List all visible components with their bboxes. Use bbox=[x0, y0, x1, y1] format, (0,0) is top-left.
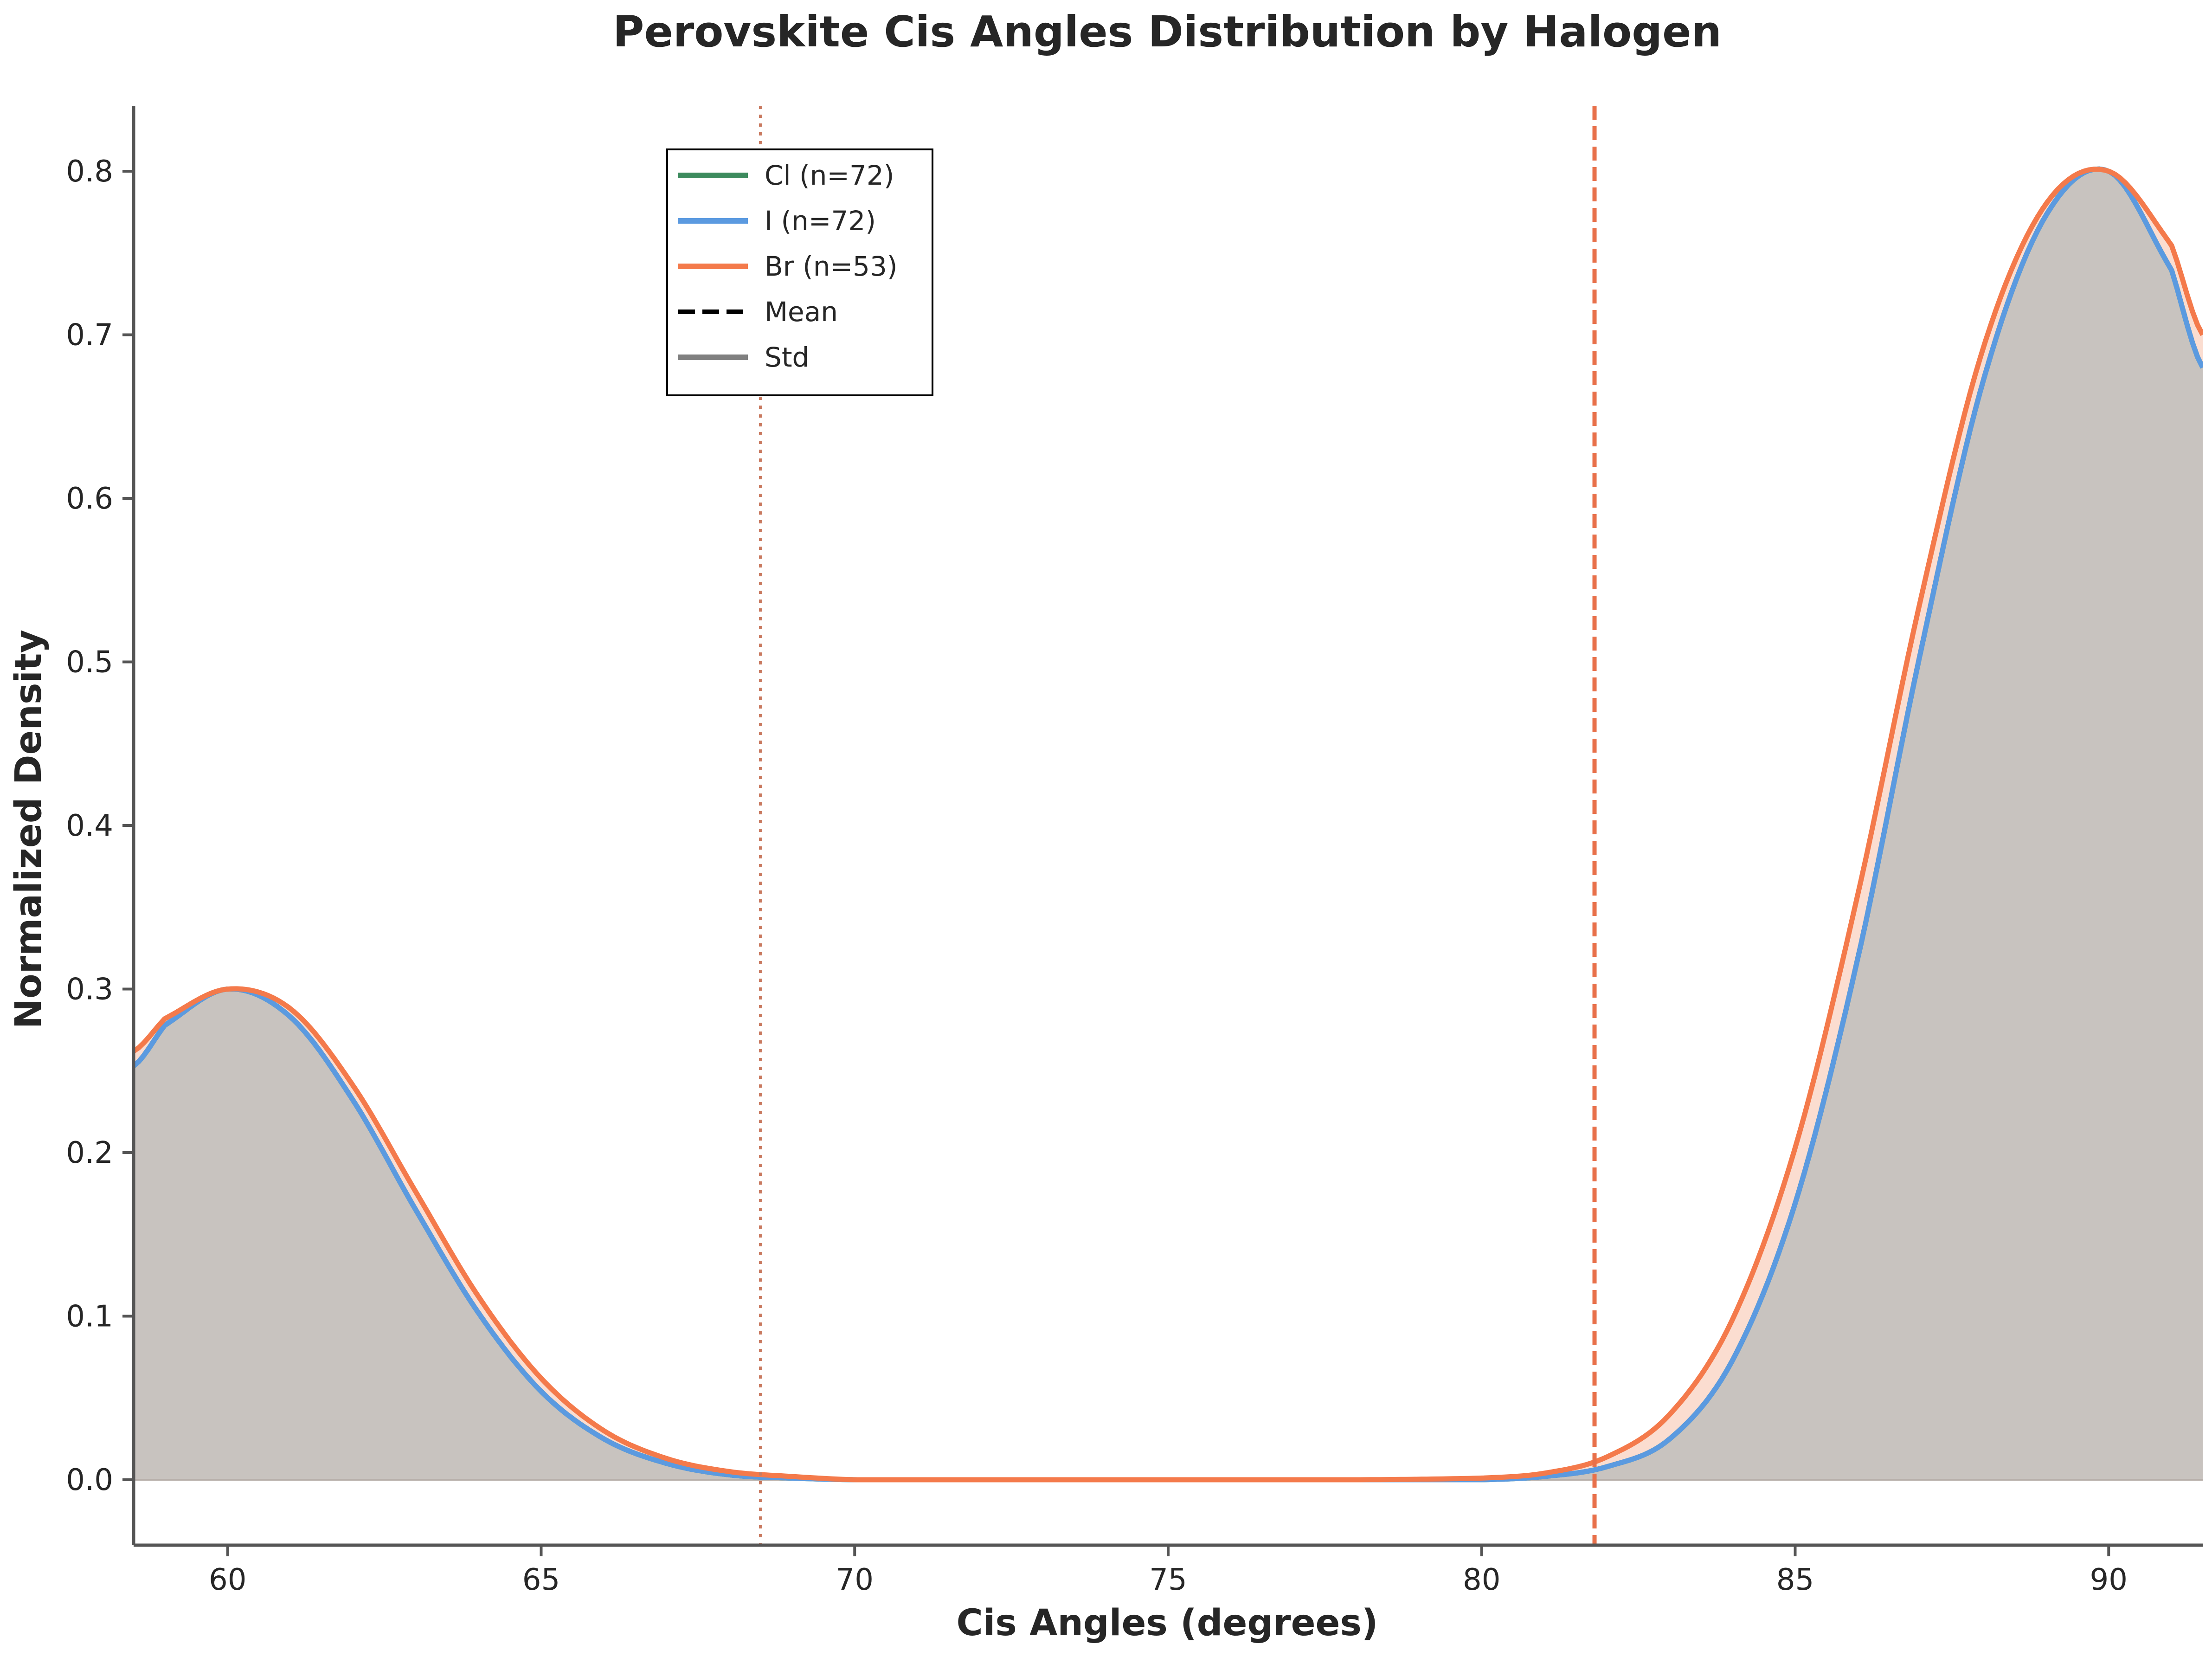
y-tick-label: 0.1 bbox=[66, 1300, 113, 1334]
y-tick-label: 0.3 bbox=[66, 973, 113, 1007]
x-tick-label: 70 bbox=[836, 1563, 874, 1597]
legend-label: I (n=72) bbox=[765, 205, 876, 237]
y-tick-label: 0.8 bbox=[66, 155, 113, 189]
x-axis-label: Cis Angles (degrees) bbox=[956, 1602, 1378, 1644]
plot-area bbox=[134, 106, 2203, 1545]
x-tick-label: 85 bbox=[1776, 1563, 1814, 1597]
y-tick-label: 0.0 bbox=[66, 1463, 113, 1497]
y-tick-label: 0.5 bbox=[66, 645, 113, 680]
legend-label: Br (n=53) bbox=[765, 251, 898, 282]
series-line-2 bbox=[134, 167, 2203, 1483]
y-tick-label: 0.4 bbox=[66, 809, 113, 843]
x-tick-label: 75 bbox=[1149, 1563, 1187, 1597]
legend-frame bbox=[666, 148, 933, 396]
y-tick-label: 0.2 bbox=[66, 1136, 113, 1170]
legend-label: Mean bbox=[765, 296, 838, 328]
legend-label: Cl (n=72) bbox=[765, 160, 894, 191]
y-axis-label: Normalized Density bbox=[8, 630, 50, 1029]
x-tick-label: 80 bbox=[1463, 1563, 1500, 1597]
y-tick-label: 0.7 bbox=[66, 318, 113, 353]
x-tick-label: 60 bbox=[209, 1563, 246, 1597]
legend: Cl (n=72) I (n=72) Br (n=53) Mean Std bbox=[666, 148, 933, 396]
y-axis: 0.0 0.1 0.2 0.3 0.4 0.5 0.6 0.7 0.8 bbox=[66, 106, 135, 1545]
y-tick-label: 0.6 bbox=[66, 482, 113, 516]
overlap-density-fill bbox=[134, 169, 2203, 1480]
chart-title: Perovskite Cis Angles Distribution by Ha… bbox=[613, 7, 1722, 57]
x-tick-label: 65 bbox=[522, 1563, 560, 1597]
legend-label: Std bbox=[765, 342, 809, 373]
x-axis: 60 65 70 75 80 85 90 bbox=[134, 1543, 2203, 1597]
x-tick-label: 90 bbox=[2090, 1563, 2128, 1597]
